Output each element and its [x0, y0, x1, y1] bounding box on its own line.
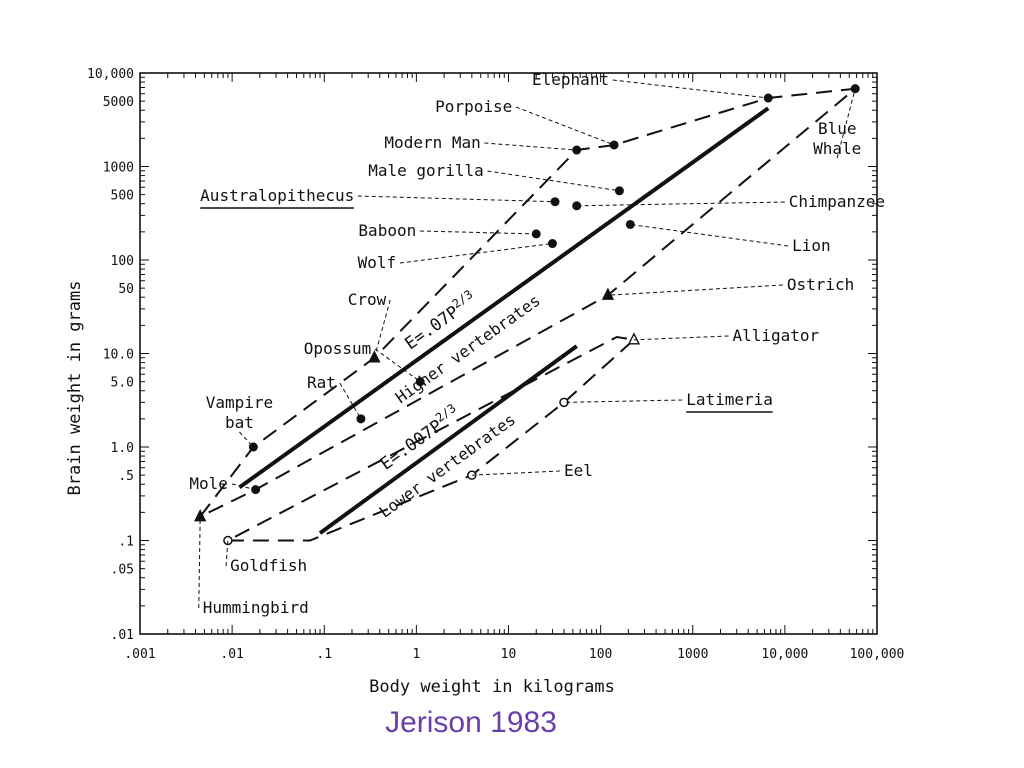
leader-australopithecus: [357, 195, 556, 203]
point-alligator: [627, 332, 641, 345]
y-tick-label: 1.0: [111, 441, 134, 456]
envelope-polygon: [227, 335, 637, 542]
x-tick-label: 1: [412, 647, 420, 662]
label-line: Whale: [813, 139, 861, 158]
label-wolf: Wolf: [358, 253, 397, 272]
label-line: Blue: [818, 119, 857, 138]
regression-line: [238, 106, 770, 489]
leader-crow: [373, 299, 391, 358]
point-lion: [625, 219, 635, 229]
x-tick-label: 100: [589, 647, 612, 662]
leader-opossum: [374, 348, 421, 383]
regression-exponent: 2/3: [433, 401, 459, 425]
y-axis-label: Brain weight in grams: [65, 281, 85, 496]
label-baboon: Baboon: [358, 221, 416, 240]
y-tick-label: .01: [111, 628, 134, 643]
leader-wolf: [399, 243, 553, 264]
figure-caption: Jerison 1983: [385, 706, 557, 739]
label-australopithecus: Australopithecus: [200, 186, 354, 205]
label-male-gorilla: Male gorilla: [368, 161, 484, 180]
leader-lion: [630, 223, 789, 247]
envelope-polygon: [199, 87, 859, 518]
label-elephant: Elephant: [532, 70, 609, 89]
brain-body-chart: .001 .01 .1 1 10 100 1000 10,000 100,000 10,000 50…: [65, 67, 904, 697]
y-tick-label: 100: [111, 254, 134, 269]
y-tick-label: .5: [118, 469, 134, 484]
x-tick-label: 10,000: [761, 647, 808, 662]
regression-exponent: 2/3: [450, 287, 476, 311]
x-tick-label: 1000: [677, 647, 708, 662]
leader-blue-whale: [836, 88, 856, 159]
y-tick-label: 10,000: [87, 67, 134, 82]
label-vampire-bat: Vampire bat: [206, 393, 273, 432]
x-axis-label: Body weight in kilograms: [369, 677, 615, 697]
point-labels: Elephant Porpoise Modern Man Male gorilla Au…: [189, 70, 885, 617]
leader-elephant: [612, 79, 769, 99]
y-tick-label: 5000: [103, 95, 134, 110]
leader-alligator: [633, 335, 729, 341]
envelope-polygons: [199, 87, 859, 542]
y-tick-label: 50: [118, 282, 134, 297]
x-tick-label: 100,000: [850, 647, 905, 662]
point-ostrich: [601, 287, 615, 300]
leader-chimpanzee: [576, 201, 785, 207]
point-wolf: [547, 239, 557, 249]
x-tick-label: .01: [220, 647, 243, 662]
label-alligator: Alligator: [732, 326, 819, 345]
x-tick-label: 10: [501, 647, 517, 662]
leader-baboon: [420, 230, 537, 235]
point-rat: [356, 414, 366, 424]
label-opossum: Opossum: [304, 339, 371, 358]
label-chimpanzee: Chimpanzee: [789, 192, 885, 211]
regression-line: [318, 344, 578, 535]
y-tick-label: 1000: [103, 161, 134, 176]
label-latimeria: Latimeria: [686, 390, 773, 409]
label-mole: Mole: [189, 474, 228, 493]
label-rat: Rat: [307, 373, 336, 392]
label-blue-whale: Blue Whale: [813, 119, 861, 158]
label-lion: Lion: [792, 236, 831, 255]
y-tick-label: 5.0: [111, 376, 134, 391]
label-hummingbird: Hummingbird: [203, 598, 309, 617]
y-tick-label: .1: [118, 535, 134, 550]
leader-eel: [471, 470, 560, 476]
point-opossum: [415, 377, 425, 387]
leader-male-gorilla: [487, 170, 620, 192]
plot-frame: .001 .01 .1 1 10 100 1000 10,000 100,000 10,000 50…: [87, 67, 904, 662]
point-baboon: [531, 229, 541, 239]
x-tick-label: .001: [124, 647, 155, 662]
y-tick-label: 10.0: [103, 348, 134, 363]
label-line: Vampire: [206, 393, 273, 412]
point-chimpanzee: [572, 201, 582, 211]
leader-hummingbird: [198, 516, 201, 609]
y-tick-label: .05: [111, 563, 134, 578]
leader-goldfish: [225, 540, 229, 567]
leader-ostrich: [607, 284, 783, 296]
leader-modern-man: [484, 142, 577, 151]
label-porpoise: Porpoise: [435, 97, 512, 116]
leader-latimeria: [563, 399, 683, 403]
leader-porpoise: [515, 106, 615, 146]
plot-border: [139, 72, 878, 635]
label-line: bat: [225, 413, 254, 432]
label-ostrich: Ostrich: [787, 275, 854, 294]
label-goldfish: Goldfish: [230, 556, 307, 575]
y-tick-label: 500: [111, 189, 134, 204]
label-eel: Eel: [564, 461, 593, 480]
x-tick-label: .1: [316, 647, 332, 662]
label-crow: Crow: [348, 290, 387, 309]
label-modern-man: Modern Man: [384, 133, 480, 152]
leader-vampire-bat: [239, 431, 254, 448]
